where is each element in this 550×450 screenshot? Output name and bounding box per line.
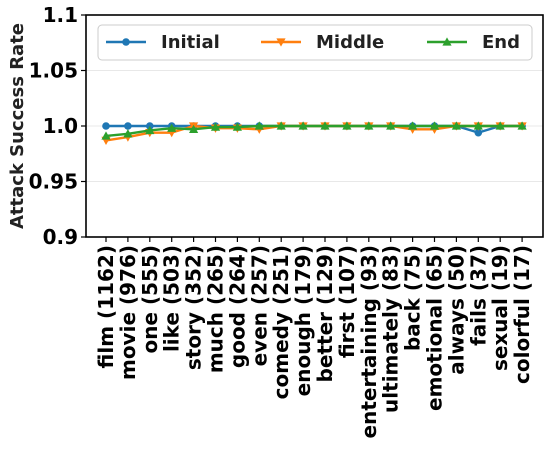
y-tick-label: 0.9 <box>43 225 78 249</box>
legend-label: Middle <box>316 32 384 53</box>
x-tick-label: sexual (19) <box>488 245 512 371</box>
data-point-end <box>429 121 440 130</box>
y-tick-label: 1.0 <box>43 114 78 138</box>
data-point-initial <box>474 128 483 137</box>
legend-item-middle: Middle <box>261 32 384 53</box>
data-point-end <box>189 124 199 134</box>
data-point-end <box>342 121 352 130</box>
x-tick-label: like (503) <box>160 245 184 352</box>
legend-marker <box>442 37 452 46</box>
x-tick-label: film (1162) <box>94 245 118 368</box>
series-line-end <box>105 124 523 138</box>
x-tick-label: entertaining (93) <box>357 245 381 438</box>
data-point-end <box>517 121 527 130</box>
legend-box <box>97 24 533 61</box>
x-tick-label: one (555) <box>138 245 162 354</box>
series-layer <box>101 121 527 146</box>
x-tick-label: colorful (17) <box>510 245 534 384</box>
x-tick-label: fails (37) <box>466 245 490 346</box>
y-tick-label: 0.95 <box>29 170 78 194</box>
x-tick-label: ultimately (83) <box>379 245 403 413</box>
x-tick-label: even (257) <box>247 245 271 366</box>
data-point-end <box>254 121 264 130</box>
x-tick-label: enough (179) <box>291 245 315 396</box>
data-point-end <box>232 122 242 131</box>
y-axis-label: Attack Success Rate <box>7 23 28 229</box>
legend: Initial Middle End <box>97 24 533 61</box>
data-point-end <box>123 129 133 138</box>
data-point-end <box>495 121 505 130</box>
x-tick-label: better (129) <box>313 245 337 382</box>
x-tick-label: story (352) <box>182 245 206 370</box>
x-tick-label: movie (976) <box>116 245 140 380</box>
data-point-end <box>386 121 396 130</box>
data-point-end <box>320 121 330 130</box>
legend-item-initial: Initial <box>106 32 220 53</box>
x-tick-label: comedy (251) <box>269 245 293 399</box>
x-tick-label: much (265) <box>204 245 228 373</box>
y-tick-label: 1.05 <box>29 59 78 83</box>
x-tick-label: emotional (65) <box>423 245 447 411</box>
data-point-end <box>408 121 418 130</box>
series-end <box>101 121 527 140</box>
data-point-end <box>101 131 111 140</box>
legend-marker <box>276 38 286 47</box>
legend-label: Initial <box>161 32 220 53</box>
data-point-end <box>364 121 374 130</box>
data-point-initial <box>124 122 132 130</box>
data-point-end <box>276 121 286 130</box>
y-tick-label: 1.1 <box>43 3 78 27</box>
data-point-end <box>473 121 483 130</box>
data-point-end <box>298 121 308 130</box>
data-point-end <box>210 122 221 131</box>
data-point-end <box>451 121 461 130</box>
x-tick-label: back (75) <box>401 245 425 351</box>
x-tick-label: always (50) <box>444 245 468 375</box>
y-axis-ticks: 0.9 0.95 1.0 1.05 1.1 <box>29 3 86 249</box>
legend-marker <box>122 38 130 46</box>
x-tick-label: first (107) <box>335 245 359 358</box>
legend-item-end: End <box>427 32 520 53</box>
data-point-initial <box>102 122 110 130</box>
legend-label: End <box>482 32 520 53</box>
x-axis-ticks: film (1162)movie (976)one (555)like (503… <box>94 237 534 438</box>
data-point-end <box>145 125 155 135</box>
x-tick-label: good (264) <box>225 245 249 368</box>
data-point-end <box>167 123 177 132</box>
